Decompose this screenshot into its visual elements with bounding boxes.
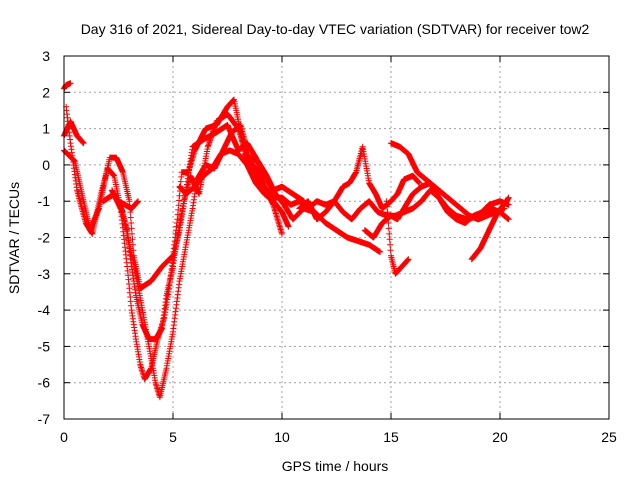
chart-title: Day 316 of 2021, Sidereal Day-to-day VTE…	[81, 21, 590, 37]
data-marks	[388, 140, 508, 223]
data-marks	[100, 122, 384, 401]
series-track-7	[109, 111, 512, 343]
data-marks	[468, 194, 512, 263]
data-marks	[176, 147, 292, 230]
series-track-8	[176, 147, 292, 230]
x-tick-label: 0	[60, 429, 68, 445]
data-marks	[296, 143, 423, 223]
series-track-4	[63, 103, 307, 383]
y-tick-label: -5	[38, 338, 51, 354]
y-tick-label: -3	[38, 266, 51, 282]
data-marks	[383, 198, 412, 277]
data-series	[61, 80, 512, 401]
data-marks	[63, 103, 307, 383]
plot-frame	[63, 55, 610, 420]
x-tick-label: 5	[169, 429, 177, 445]
y-tick-label: 0	[42, 157, 50, 173]
axis-ticks: 0 5 10 15 20 25 -7 -6 -5 -4 -3 -2 -1 0 1 2 3	[38, 48, 617, 445]
series-track-9	[296, 143, 423, 223]
y-tick-label: 1	[42, 121, 50, 137]
x-tick-label: 15	[383, 429, 399, 445]
x-tick-label: 10	[274, 429, 290, 445]
y-tick-label: -6	[38, 375, 51, 391]
data-marks	[109, 111, 512, 343]
y-tick-label: -1	[38, 193, 51, 209]
y-tick-label: 3	[42, 48, 50, 64]
data-marks	[61, 80, 74, 92]
x-tick-label: 25	[601, 429, 617, 445]
x-axis-label: GPS time / hours	[282, 458, 389, 474]
y-tick-label: 2	[42, 84, 50, 100]
series-track-5	[100, 122, 384, 401]
series-track-2	[61, 118, 87, 147]
series-track-13	[468, 194, 512, 263]
y-tick-label: -2	[38, 230, 51, 246]
x-tick-label: 20	[492, 429, 508, 445]
y-axis-label: SDTVAR / TECUs	[6, 182, 22, 294]
y-tick-label: -7	[38, 411, 51, 427]
series-track-1	[61, 80, 74, 92]
y-tick-label: -4	[38, 302, 51, 318]
data-marks	[61, 118, 87, 147]
series-track-12	[383, 198, 412, 277]
series-track-11	[388, 140, 508, 223]
grid-lines	[64, 56, 609, 419]
